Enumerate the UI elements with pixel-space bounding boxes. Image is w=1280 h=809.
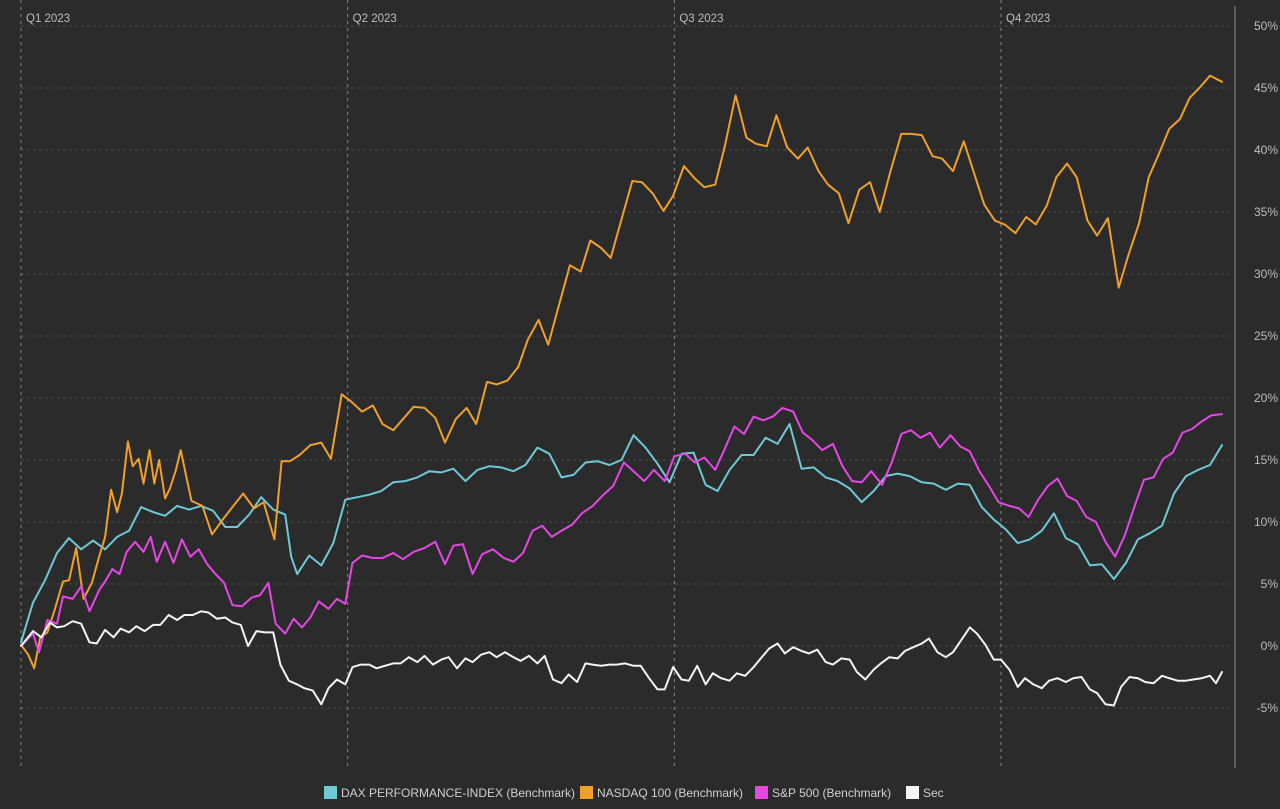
series-line-2 — [20, 74, 1223, 670]
y-tick-label: 35% — [1254, 205, 1278, 219]
x-tick-label: Q2 2023 — [353, 13, 397, 25]
y-tick-label: 40% — [1254, 143, 1278, 157]
legend-label: NASDAQ 100 (Benchmark) — [597, 786, 743, 800]
x-axis-tick-labels: Q1 2023 Q2 2023 Q3 2023 Q4 2023 — [26, 13, 1050, 25]
x-tick-label: Q1 2023 — [26, 13, 70, 25]
legend-swatch — [580, 786, 593, 799]
legend-swatch — [324, 786, 337, 799]
quarter-gridlines — [20, 0, 1002, 768]
y-tick-label: 50% — [1254, 19, 1278, 33]
y-tick-label: 15% — [1254, 453, 1278, 467]
legend-swatch — [906, 786, 919, 799]
legend-swatch — [755, 786, 768, 799]
legend-label: Sec — [923, 786, 944, 800]
y-tick-label: 25% — [1254, 329, 1278, 343]
y-tick-label: 20% — [1254, 391, 1278, 405]
y-tick-label: -5% — [1257, 701, 1279, 715]
series-line-4 — [20, 610, 1223, 707]
legend-label: S&P 500 (Benchmark) — [772, 786, 891, 800]
y-tick-label: 30% — [1254, 267, 1278, 281]
y-tick-label: 45% — [1254, 81, 1278, 95]
y-tick-label: 10% — [1254, 515, 1278, 529]
x-tick-label: Q3 2023 — [679, 13, 723, 25]
y-tick-label: 0% — [1261, 639, 1279, 653]
y-tick-label: 5% — [1261, 577, 1279, 591]
legend: DAX PERFORMANCE-INDEX (Benchmark) NASDAQ … — [324, 786, 944, 800]
series-line-1 — [20, 423, 1223, 644]
series-line-3 — [20, 406, 1223, 654]
series-layer — [20, 74, 1223, 707]
x-tick-label: Q4 2023 — [1006, 13, 1050, 25]
legend-label: DAX PERFORMANCE-INDEX (Benchmark) — [341, 786, 575, 800]
horizontal-gridlines — [21, 25, 1233, 709]
y-axis-tick-labels: -5% 0% 5% 10% 15% 20% 25% 30% 35% 40% 45% 50% — [1254, 19, 1278, 715]
